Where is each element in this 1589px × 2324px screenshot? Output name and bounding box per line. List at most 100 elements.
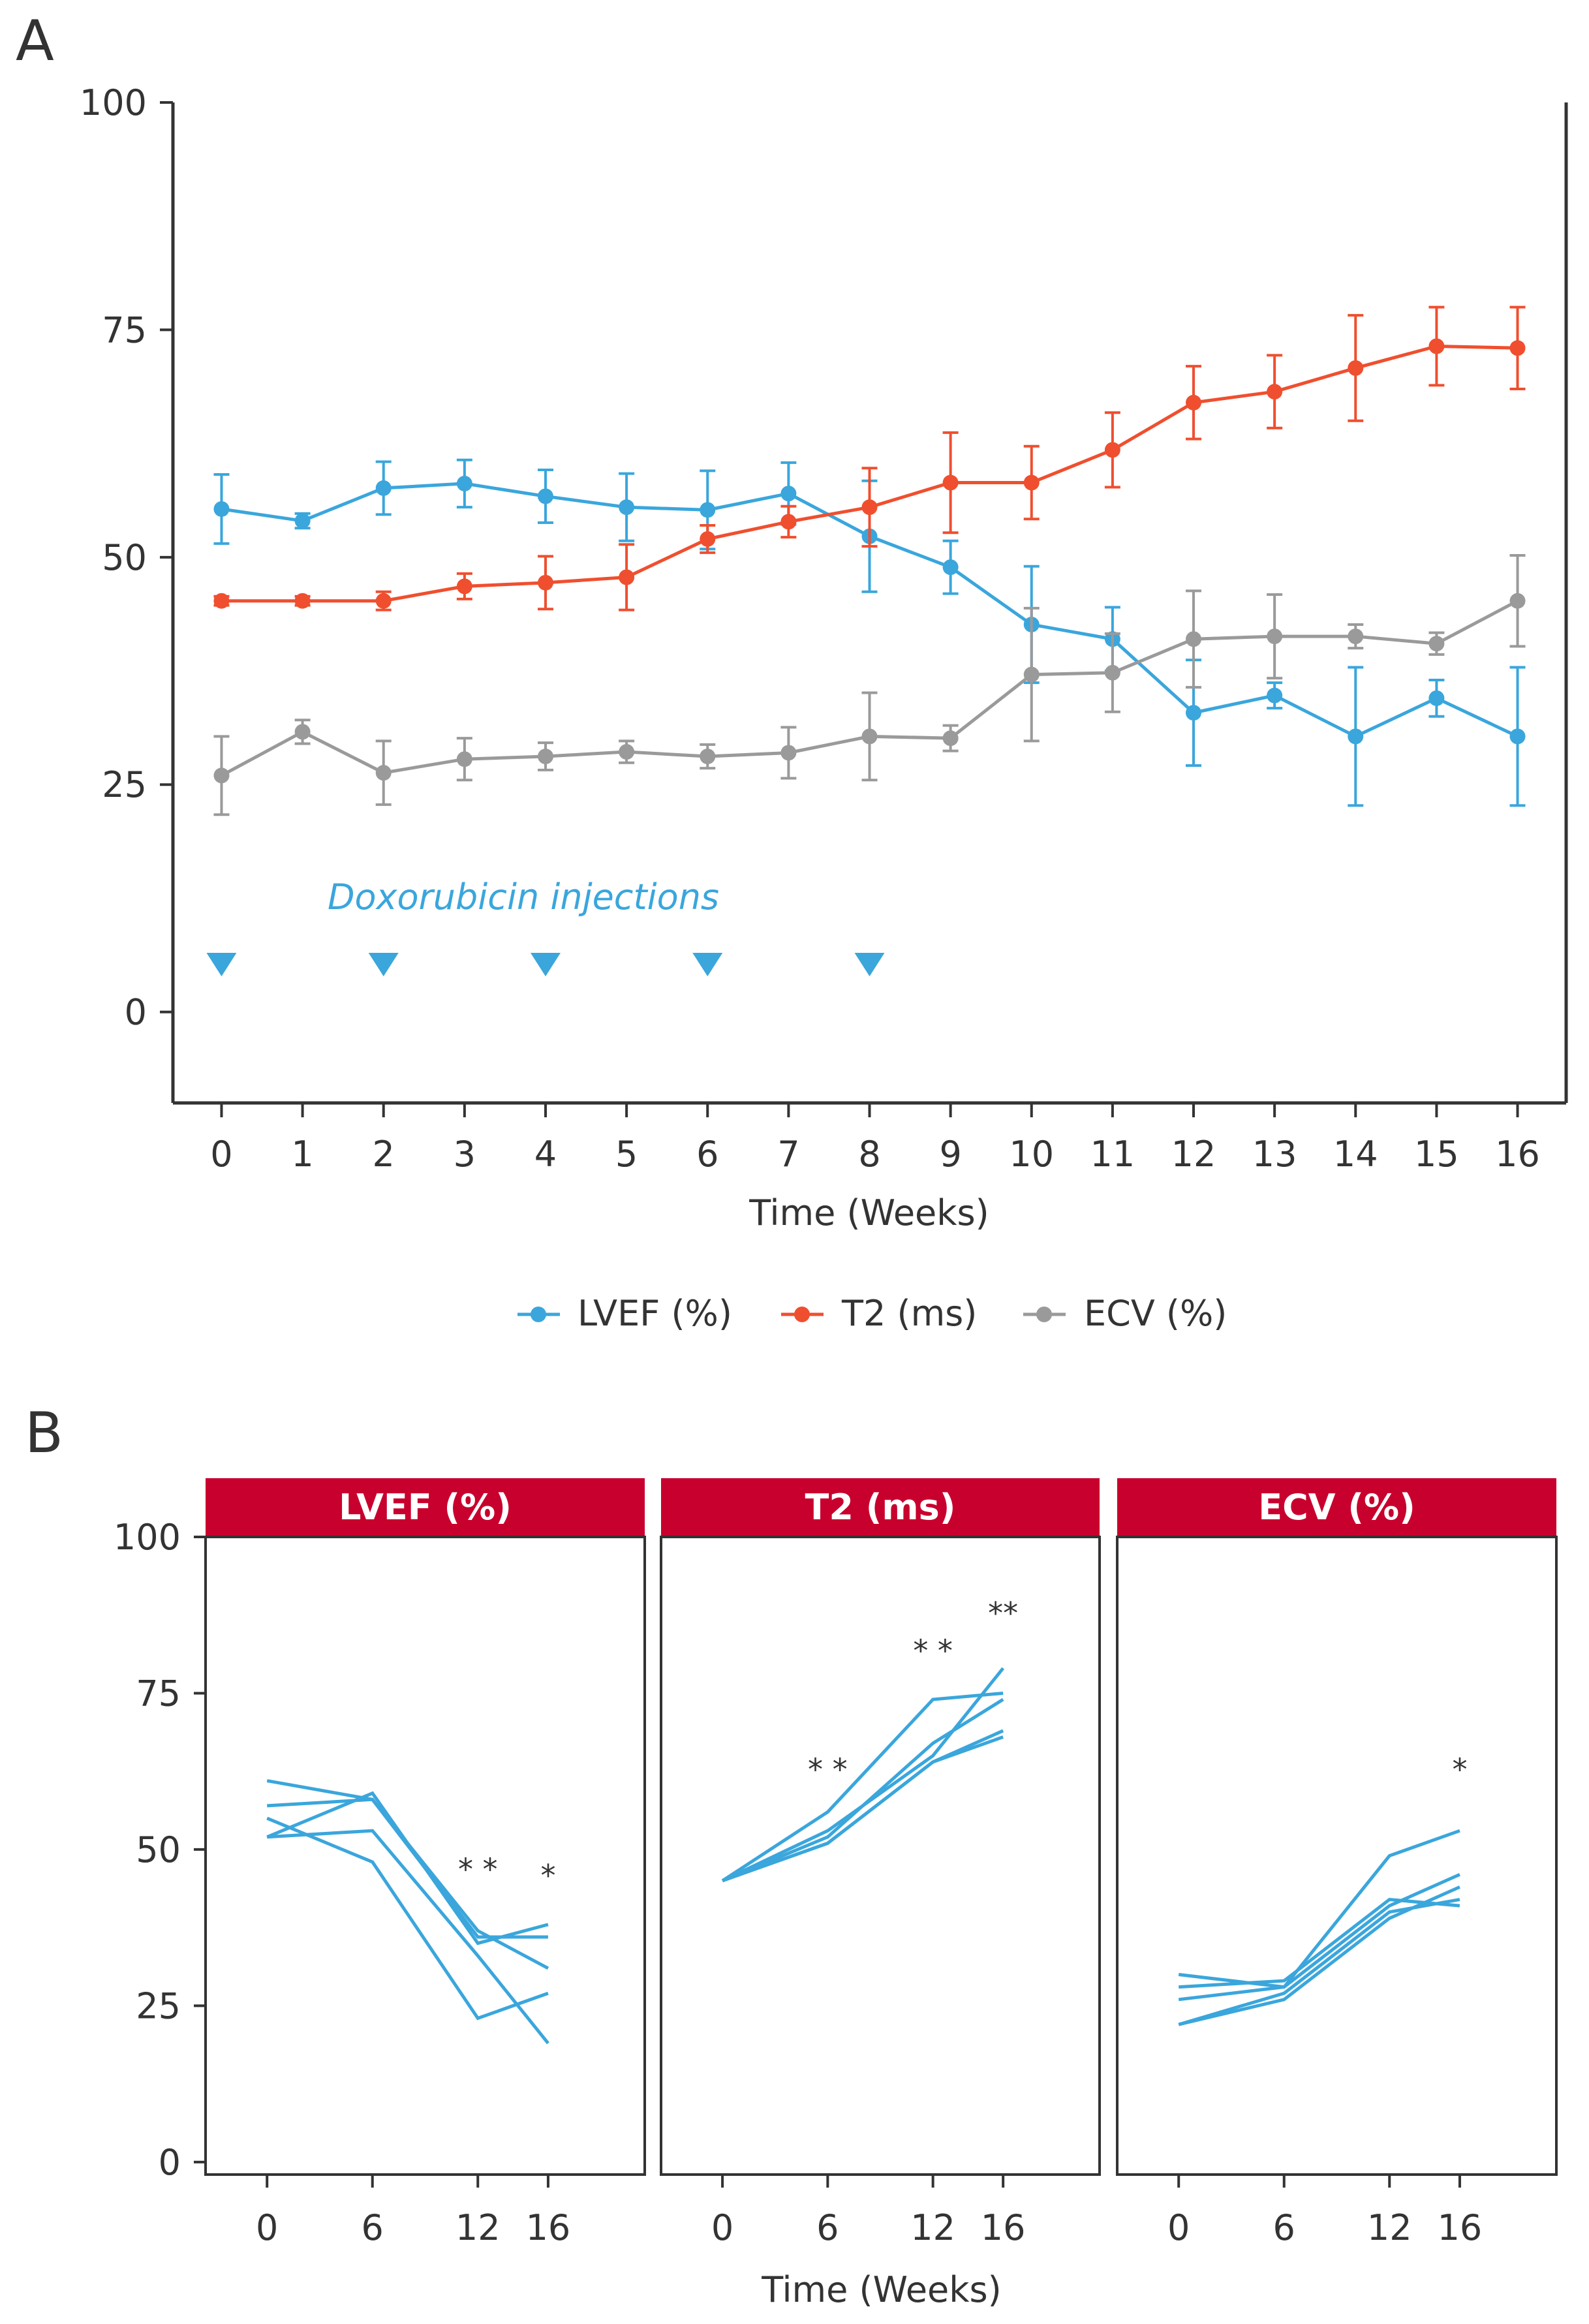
panel-a-x-tick-label: 4 bbox=[534, 1134, 557, 1175]
data-point-t2 bbox=[456, 578, 472, 595]
panel-a-x-axis-label: Time (Weeks) bbox=[748, 1192, 989, 1233]
subject-line bbox=[267, 1797, 549, 1970]
panel-b-x-tick-label: 6 bbox=[1273, 2207, 1295, 2248]
data-point-t2 bbox=[1267, 384, 1283, 400]
panel-b-label: B bbox=[25, 1401, 63, 1466]
panel-b-x-tick-label: 0 bbox=[256, 2207, 278, 2248]
panel-b-y-tick-label: 100 bbox=[114, 1517, 181, 1558]
panel-b-x-tick-label: 12 bbox=[910, 2207, 955, 2248]
subject-line bbox=[1178, 1885, 1460, 2026]
panel-a-x-tick-label: 16 bbox=[1495, 1134, 1540, 1175]
panel-b-x-tick-label: 12 bbox=[455, 2207, 501, 2248]
facet-title: ECV (%) bbox=[1258, 1487, 1415, 1528]
subject-line bbox=[722, 1735, 1004, 1883]
data-point-lvef bbox=[942, 559, 959, 576]
data-point-t2 bbox=[537, 574, 553, 591]
data-point-ecv bbox=[1104, 664, 1120, 681]
significance-marker: * * bbox=[458, 1852, 498, 1887]
panel-a-x-tick-label: 3 bbox=[454, 1134, 476, 1175]
data-point-lvef bbox=[1267, 687, 1283, 704]
facet-t2: T2 (ms) 0 6 12 16 * * * * ** bbox=[660, 1478, 1101, 2248]
panel-b-x-tick-label: 0 bbox=[711, 2207, 733, 2248]
panel-a-x-tick-label: 13 bbox=[1252, 1134, 1297, 1175]
data-point-lvef bbox=[1186, 705, 1202, 721]
legend: LVEF (%) T2 (ms) ECV (%) bbox=[517, 1293, 1227, 1334]
data-point-ecv bbox=[456, 751, 472, 767]
data-point-lvef bbox=[1509, 728, 1526, 745]
data-point-ecv bbox=[1509, 593, 1526, 609]
data-point-ecv bbox=[619, 744, 635, 760]
panel-a-x-tick-label: 2 bbox=[373, 1134, 395, 1175]
data-point-t2 bbox=[375, 593, 392, 609]
subject-line bbox=[721, 1691, 1004, 1882]
data-point-lvef bbox=[375, 480, 392, 496]
subject-line bbox=[1178, 1872, 1460, 2002]
panel-b-x-tick-label: 12 bbox=[1367, 2207, 1412, 2248]
series-ecv bbox=[213, 554, 1526, 816]
panel-a-y-tick-label: 25 bbox=[102, 764, 147, 805]
panel-a-y-tick-label: 50 bbox=[102, 537, 147, 578]
data-point-t2 bbox=[1348, 360, 1364, 376]
panel-a-x-tick-label: 15 bbox=[1414, 1134, 1459, 1175]
subject-line bbox=[267, 1829, 549, 2045]
data-point-ecv bbox=[942, 730, 959, 747]
panel-a-label: A bbox=[16, 8, 54, 74]
data-point-t2 bbox=[1509, 340, 1526, 356]
panel-b-x-tick-label: 16 bbox=[526, 2207, 571, 2248]
panel-a-x-tick-label: 12 bbox=[1171, 1134, 1216, 1175]
panel-b-y-tick-label: 25 bbox=[136, 1985, 181, 2026]
data-point-t2 bbox=[1104, 442, 1120, 458]
facet-frame bbox=[1116, 1536, 1558, 2176]
data-point-ecv bbox=[700, 749, 716, 765]
legend-item-ecv: ECV (%) bbox=[1023, 1293, 1227, 1334]
data-point-lvef bbox=[780, 486, 797, 502]
legend-item-t2: T2 (ms) bbox=[781, 1293, 977, 1334]
panel-a-x-tick-label: 8 bbox=[858, 1134, 880, 1175]
panel-b-x-tick-label: 6 bbox=[816, 2207, 839, 2248]
subject-line bbox=[266, 1791, 549, 1945]
data-point-t2 bbox=[619, 569, 635, 585]
panel-b-y-tick-label: 50 bbox=[136, 1829, 181, 1870]
data-point-lvef bbox=[1428, 690, 1445, 706]
facet-strip bbox=[1117, 1478, 1556, 1537]
panel-a-x-tick-label: 5 bbox=[615, 1134, 638, 1175]
injection-marker bbox=[368, 953, 399, 976]
panel-b-x-tick-label: 0 bbox=[1167, 2207, 1190, 2248]
data-point-ecv bbox=[780, 745, 797, 761]
panel-b-x-tick-label: 16 bbox=[1438, 2207, 1483, 2248]
data-point-ecv bbox=[1267, 628, 1283, 645]
panel-a-y-tick-label: 75 bbox=[102, 309, 147, 350]
data-point-lvef bbox=[294, 513, 311, 529]
injection-marker bbox=[692, 953, 723, 976]
panel-a-x-tick-label: 1 bbox=[291, 1134, 313, 1175]
subject-line bbox=[266, 1816, 549, 2021]
facet-ecv: ECV (%) 0 6 12 16 * bbox=[1116, 1478, 1558, 2248]
injection-marker bbox=[206, 953, 237, 976]
panel-a-x-tick-label: 9 bbox=[939, 1134, 961, 1175]
legend-item-lvef: LVEF (%) bbox=[517, 1293, 732, 1334]
data-point-ecv bbox=[1186, 631, 1202, 647]
panel-a-marks bbox=[213, 305, 1526, 816]
data-point-ecv bbox=[1428, 636, 1445, 652]
data-point-t2 bbox=[213, 593, 230, 609]
panel-a-x-tick-label: 14 bbox=[1333, 1134, 1378, 1175]
panel-a-x-tick-label: 10 bbox=[1009, 1134, 1054, 1175]
significance-marker: * bbox=[540, 1858, 555, 1893]
subject-line bbox=[1178, 1898, 1460, 2026]
panel-a-x-tick-label: 0 bbox=[210, 1134, 232, 1175]
data-point-t2 bbox=[861, 499, 878, 516]
facet-frame bbox=[204, 1536, 646, 2176]
facet-title: LVEF (%) bbox=[339, 1487, 512, 1528]
facet-title: T2 (ms) bbox=[805, 1487, 956, 1528]
significance-marker: * * bbox=[913, 1633, 953, 1668]
injection-marker bbox=[530, 953, 561, 976]
data-point-ecv bbox=[537, 749, 553, 765]
panel-a-x-tick-label: 6 bbox=[696, 1134, 718, 1175]
injection-marker bbox=[854, 953, 885, 976]
data-point-lvef bbox=[456, 475, 472, 491]
panel-b-x-tick-label: 16 bbox=[981, 2207, 1026, 2248]
panel-b-x-axis-label: Time (Weeks) bbox=[761, 2269, 1002, 2310]
data-point-t2 bbox=[1023, 474, 1040, 491]
legend-label-t2: T2 (ms) bbox=[841, 1293, 977, 1334]
